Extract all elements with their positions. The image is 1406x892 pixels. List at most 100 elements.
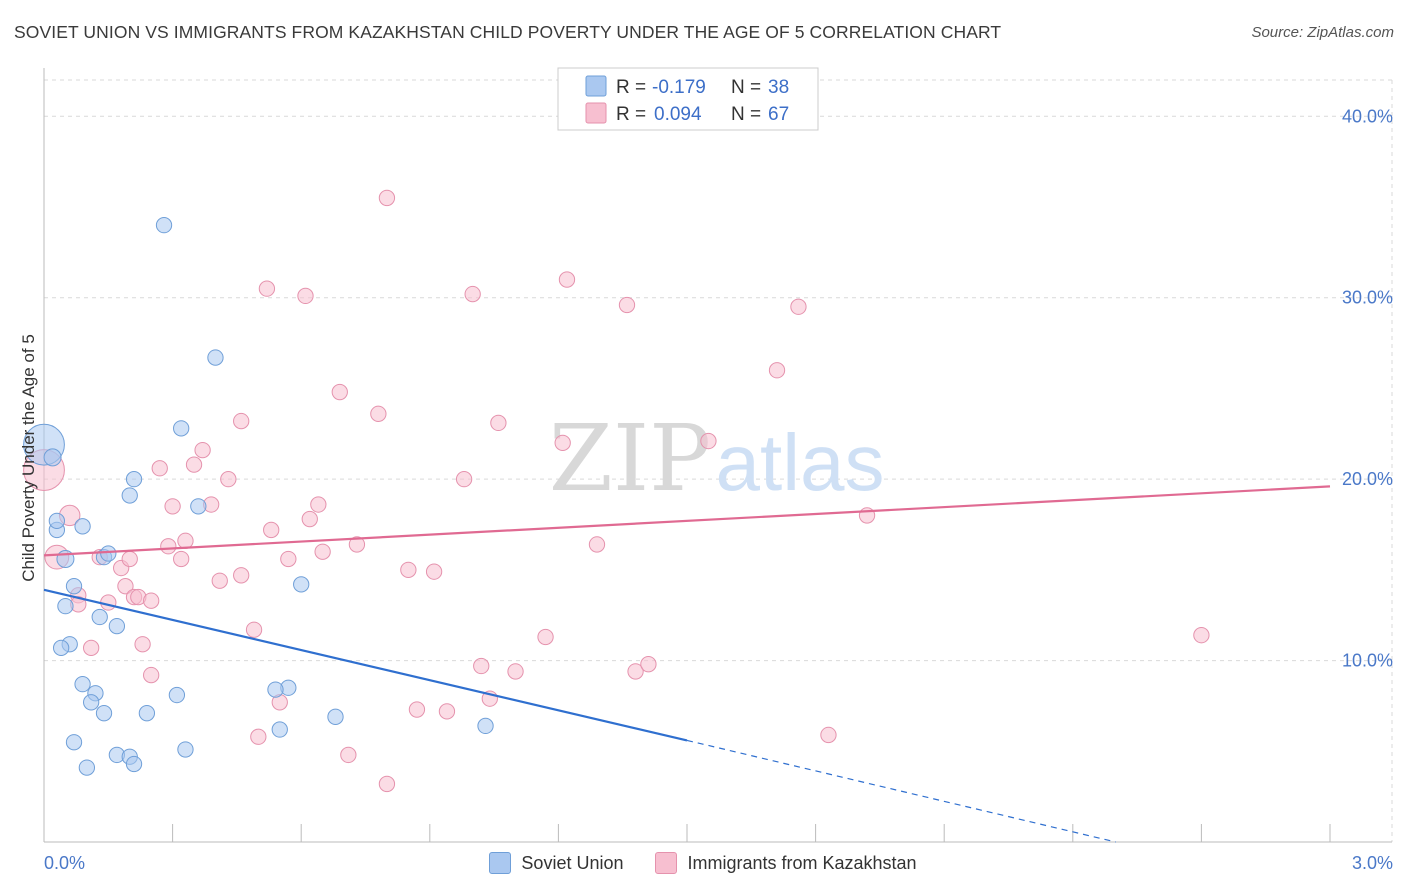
kaz-point xyxy=(378,189,396,207)
soviet-point xyxy=(173,420,190,437)
kaz-point xyxy=(490,414,507,432)
bottom-legend: Soviet Union Immigrants from Kazakhstan xyxy=(0,852,1406,874)
soviet-point xyxy=(125,470,143,488)
legend-n-value-kaz: 67 xyxy=(768,104,789,125)
kaz-point xyxy=(164,498,181,515)
legend-swatch-soviet xyxy=(585,75,607,97)
legend-item-soviet: Soviet Union xyxy=(489,852,623,874)
soviet-point xyxy=(155,216,173,234)
kaz-point xyxy=(768,362,786,379)
kaz-point xyxy=(558,271,576,288)
y-tick-label: 10.0% xyxy=(1342,651,1393,671)
legend-n-value-soviet: 38 xyxy=(768,77,789,98)
source-label: Source: ZipAtlas.com xyxy=(1251,24,1394,41)
kaz-point xyxy=(425,563,443,580)
kaz-point xyxy=(438,703,456,720)
watermark: ZIP atlas xyxy=(549,405,885,512)
kaz-swatch xyxy=(655,852,678,874)
soviet-trend-extension xyxy=(686,739,1116,843)
kaz-point xyxy=(185,456,203,473)
legend-r-label-kaz: R = xyxy=(616,104,646,125)
top-legend: R = -0.179 N = 38 R = 0.094 N = 67 xyxy=(557,67,819,131)
soviet-point xyxy=(95,705,113,722)
soviet-point xyxy=(48,512,66,530)
kaz-point xyxy=(233,567,250,584)
kaz-point xyxy=(194,441,211,459)
kaz-point xyxy=(331,383,348,401)
soviet-point xyxy=(121,487,138,504)
kaz-trend-line xyxy=(43,485,1331,557)
kaz-point xyxy=(588,536,606,553)
kaz-point xyxy=(340,746,357,764)
kaz-point xyxy=(280,550,297,568)
x-tick-label-max: 3.0% xyxy=(1352,853,1393,873)
kaz-point xyxy=(177,532,194,549)
soviet-point xyxy=(78,759,96,776)
soviet-point xyxy=(477,717,494,735)
legend-n-label-kaz: N = xyxy=(731,104,761,125)
soviet-point xyxy=(125,755,143,773)
kaz-point xyxy=(297,287,314,305)
kaz-point xyxy=(263,521,280,539)
soviet-point xyxy=(43,448,62,467)
soviet-point xyxy=(271,721,288,738)
kaz-point xyxy=(348,536,366,553)
kaz-point xyxy=(640,656,657,673)
kaz-point xyxy=(310,496,327,513)
kaz-point xyxy=(134,636,151,653)
y-axis-label: Child Poverty Under the Age of 5 xyxy=(19,334,38,582)
kaz-point xyxy=(117,578,134,595)
kaz-point xyxy=(245,621,263,638)
legend-label-soviet: Soviet Union xyxy=(521,852,624,873)
legend-item-kaz: Immigrants from Kazakhstan xyxy=(655,852,917,874)
data-points xyxy=(23,189,1210,793)
kaz-point xyxy=(314,543,331,560)
soviet-point xyxy=(267,681,284,698)
legend-r-value-kaz: 0.094 xyxy=(654,104,702,125)
kaz-point xyxy=(700,432,717,450)
kaz-point xyxy=(220,470,237,488)
kaz-point xyxy=(537,628,554,646)
soviet-point xyxy=(52,639,70,657)
soviet-point xyxy=(83,694,100,711)
kaz-point xyxy=(400,561,417,579)
gridlines xyxy=(44,79,1393,842)
soviet-point xyxy=(190,498,207,515)
kaz-point xyxy=(473,657,490,675)
kaz-point xyxy=(301,510,318,528)
kaz-point xyxy=(408,701,426,718)
legend-swatch-kaz xyxy=(585,102,607,124)
kaz-point xyxy=(160,538,177,555)
kaz-point xyxy=(258,280,276,297)
kaz-point xyxy=(211,572,228,589)
kaz-point xyxy=(507,663,524,680)
legend-n-label-soviet: N = xyxy=(731,77,761,98)
soviet-point xyxy=(108,617,126,635)
trend-lines xyxy=(43,485,1331,843)
kaz-point xyxy=(233,412,250,430)
kaz-point xyxy=(121,550,138,568)
kaz-point xyxy=(173,550,190,568)
kaz-point xyxy=(618,296,636,314)
soviet-point xyxy=(138,705,156,722)
watermark-atlas: atlas xyxy=(716,418,885,507)
soviet-point xyxy=(74,518,91,535)
y-tick-label: 20.0% xyxy=(1342,469,1393,489)
kaz-point xyxy=(143,592,160,609)
soviet-swatch xyxy=(489,852,512,874)
kaz-point xyxy=(790,298,807,315)
soviet-point xyxy=(207,349,224,366)
legend-r-value-soviet: -0.179 xyxy=(652,77,706,98)
soviet-point xyxy=(177,741,194,758)
soviet-trend-line xyxy=(43,588,688,742)
soviet-point xyxy=(100,545,117,562)
soviet-point xyxy=(65,734,83,751)
soviet-point xyxy=(168,686,186,704)
kaz-point xyxy=(464,285,481,303)
kaz-point xyxy=(1193,627,1210,644)
legend-r-label-soviet: R = xyxy=(616,77,646,98)
tick-labels: 10.0% 20.0% 30.0% 40.0% 0.0% 3.0% xyxy=(44,106,1393,873)
soviet-point xyxy=(65,578,83,595)
soviet-point xyxy=(74,676,91,693)
